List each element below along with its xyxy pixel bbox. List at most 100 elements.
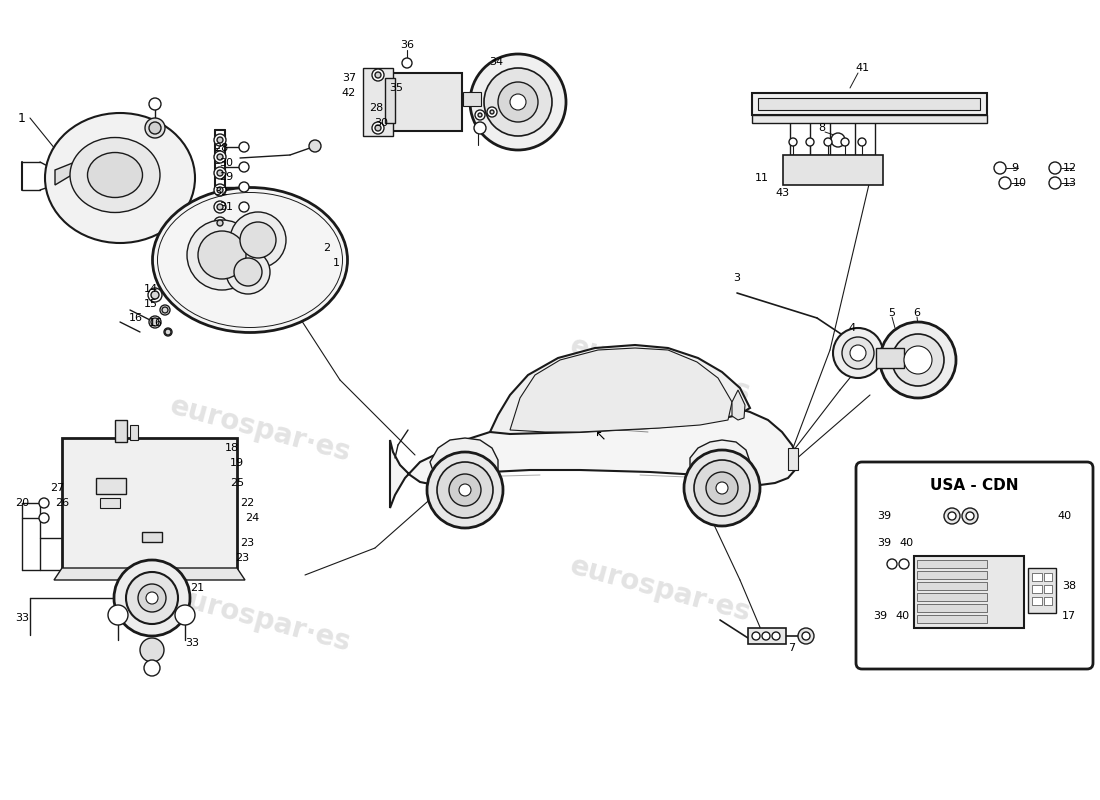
Polygon shape bbox=[510, 348, 732, 432]
Text: 21: 21 bbox=[190, 583, 205, 593]
Text: 10: 10 bbox=[1013, 178, 1027, 188]
Circle shape bbox=[39, 498, 50, 508]
Circle shape bbox=[148, 98, 161, 110]
Circle shape bbox=[833, 328, 883, 378]
Circle shape bbox=[217, 137, 223, 143]
Circle shape bbox=[151, 291, 160, 299]
FancyBboxPatch shape bbox=[856, 462, 1093, 669]
Text: 28: 28 bbox=[368, 103, 383, 113]
Text: 34: 34 bbox=[488, 57, 503, 67]
Text: 4: 4 bbox=[848, 323, 856, 333]
Text: 3: 3 bbox=[734, 273, 740, 283]
Circle shape bbox=[1049, 162, 1061, 174]
Circle shape bbox=[880, 322, 956, 398]
Circle shape bbox=[214, 151, 225, 163]
Circle shape bbox=[165, 329, 170, 335]
Text: 7: 7 bbox=[789, 643, 795, 653]
Text: 22: 22 bbox=[240, 498, 254, 508]
Bar bbox=[917, 593, 987, 601]
Bar bbox=[917, 571, 987, 579]
Circle shape bbox=[762, 632, 770, 640]
Bar bbox=[1044, 585, 1052, 593]
Circle shape bbox=[487, 107, 497, 117]
Text: 37: 37 bbox=[342, 73, 356, 83]
Circle shape bbox=[789, 138, 797, 146]
Text: 33: 33 bbox=[15, 613, 29, 623]
Circle shape bbox=[694, 460, 750, 516]
Bar bbox=[1044, 597, 1052, 605]
Bar bbox=[914, 556, 1024, 628]
Circle shape bbox=[842, 337, 874, 369]
Text: 1: 1 bbox=[18, 111, 26, 125]
Circle shape bbox=[39, 513, 50, 523]
Text: 15: 15 bbox=[144, 299, 158, 309]
Circle shape bbox=[144, 660, 159, 676]
Circle shape bbox=[375, 72, 381, 78]
Circle shape bbox=[475, 110, 485, 120]
Text: 23: 23 bbox=[235, 553, 249, 563]
Bar bbox=[752, 115, 987, 123]
Circle shape bbox=[498, 82, 538, 122]
Circle shape bbox=[706, 472, 738, 504]
Text: eurospar·es: eurospar·es bbox=[566, 552, 754, 628]
Circle shape bbox=[217, 187, 223, 193]
Text: 6: 6 bbox=[913, 308, 921, 318]
Circle shape bbox=[490, 110, 494, 114]
Circle shape bbox=[772, 632, 780, 640]
Polygon shape bbox=[390, 398, 798, 508]
Text: 18: 18 bbox=[224, 443, 239, 453]
Circle shape bbox=[375, 125, 381, 131]
Ellipse shape bbox=[45, 113, 195, 243]
Circle shape bbox=[449, 474, 481, 506]
Circle shape bbox=[214, 134, 225, 146]
Circle shape bbox=[944, 508, 960, 524]
Text: 24: 24 bbox=[245, 513, 260, 523]
Text: 13: 13 bbox=[1063, 178, 1077, 188]
Text: 35: 35 bbox=[389, 83, 403, 93]
Polygon shape bbox=[55, 160, 80, 185]
Text: 31: 31 bbox=[219, 202, 233, 212]
Bar bbox=[758, 98, 980, 110]
Text: eurospar·es: eurospar·es bbox=[566, 332, 754, 408]
Circle shape bbox=[239, 182, 249, 192]
Circle shape bbox=[309, 140, 321, 152]
Bar bbox=[116, 420, 127, 442]
Bar bbox=[130, 425, 138, 440]
Text: 30: 30 bbox=[219, 158, 233, 168]
Bar bbox=[1032, 573, 1042, 581]
Circle shape bbox=[470, 54, 566, 150]
Circle shape bbox=[459, 484, 471, 496]
Circle shape bbox=[145, 118, 165, 138]
Circle shape bbox=[148, 288, 162, 302]
Bar bbox=[752, 93, 987, 115]
Text: 9: 9 bbox=[1011, 163, 1019, 173]
Circle shape bbox=[187, 220, 257, 290]
Ellipse shape bbox=[153, 187, 348, 333]
Circle shape bbox=[226, 250, 270, 294]
Bar bbox=[917, 604, 987, 612]
Text: 39: 39 bbox=[877, 538, 891, 548]
Circle shape bbox=[217, 154, 223, 160]
Bar bbox=[1032, 597, 1042, 605]
Circle shape bbox=[214, 201, 225, 213]
Circle shape bbox=[402, 58, 412, 68]
Circle shape bbox=[239, 162, 249, 172]
Text: 43: 43 bbox=[776, 188, 790, 198]
Text: 29: 29 bbox=[219, 172, 233, 182]
Bar bbox=[390, 73, 462, 131]
Circle shape bbox=[217, 220, 223, 226]
Text: 39: 39 bbox=[873, 611, 887, 621]
Text: 38: 38 bbox=[1062, 581, 1076, 591]
Text: 40: 40 bbox=[1058, 511, 1072, 521]
Text: 14: 14 bbox=[144, 284, 158, 294]
Polygon shape bbox=[690, 440, 750, 486]
Circle shape bbox=[484, 68, 552, 136]
Circle shape bbox=[824, 138, 832, 146]
Circle shape bbox=[138, 584, 166, 612]
Circle shape bbox=[850, 345, 866, 361]
Bar bbox=[788, 448, 798, 470]
Circle shape bbox=[684, 450, 760, 526]
Polygon shape bbox=[430, 438, 498, 485]
Circle shape bbox=[214, 167, 225, 179]
Polygon shape bbox=[490, 345, 750, 434]
